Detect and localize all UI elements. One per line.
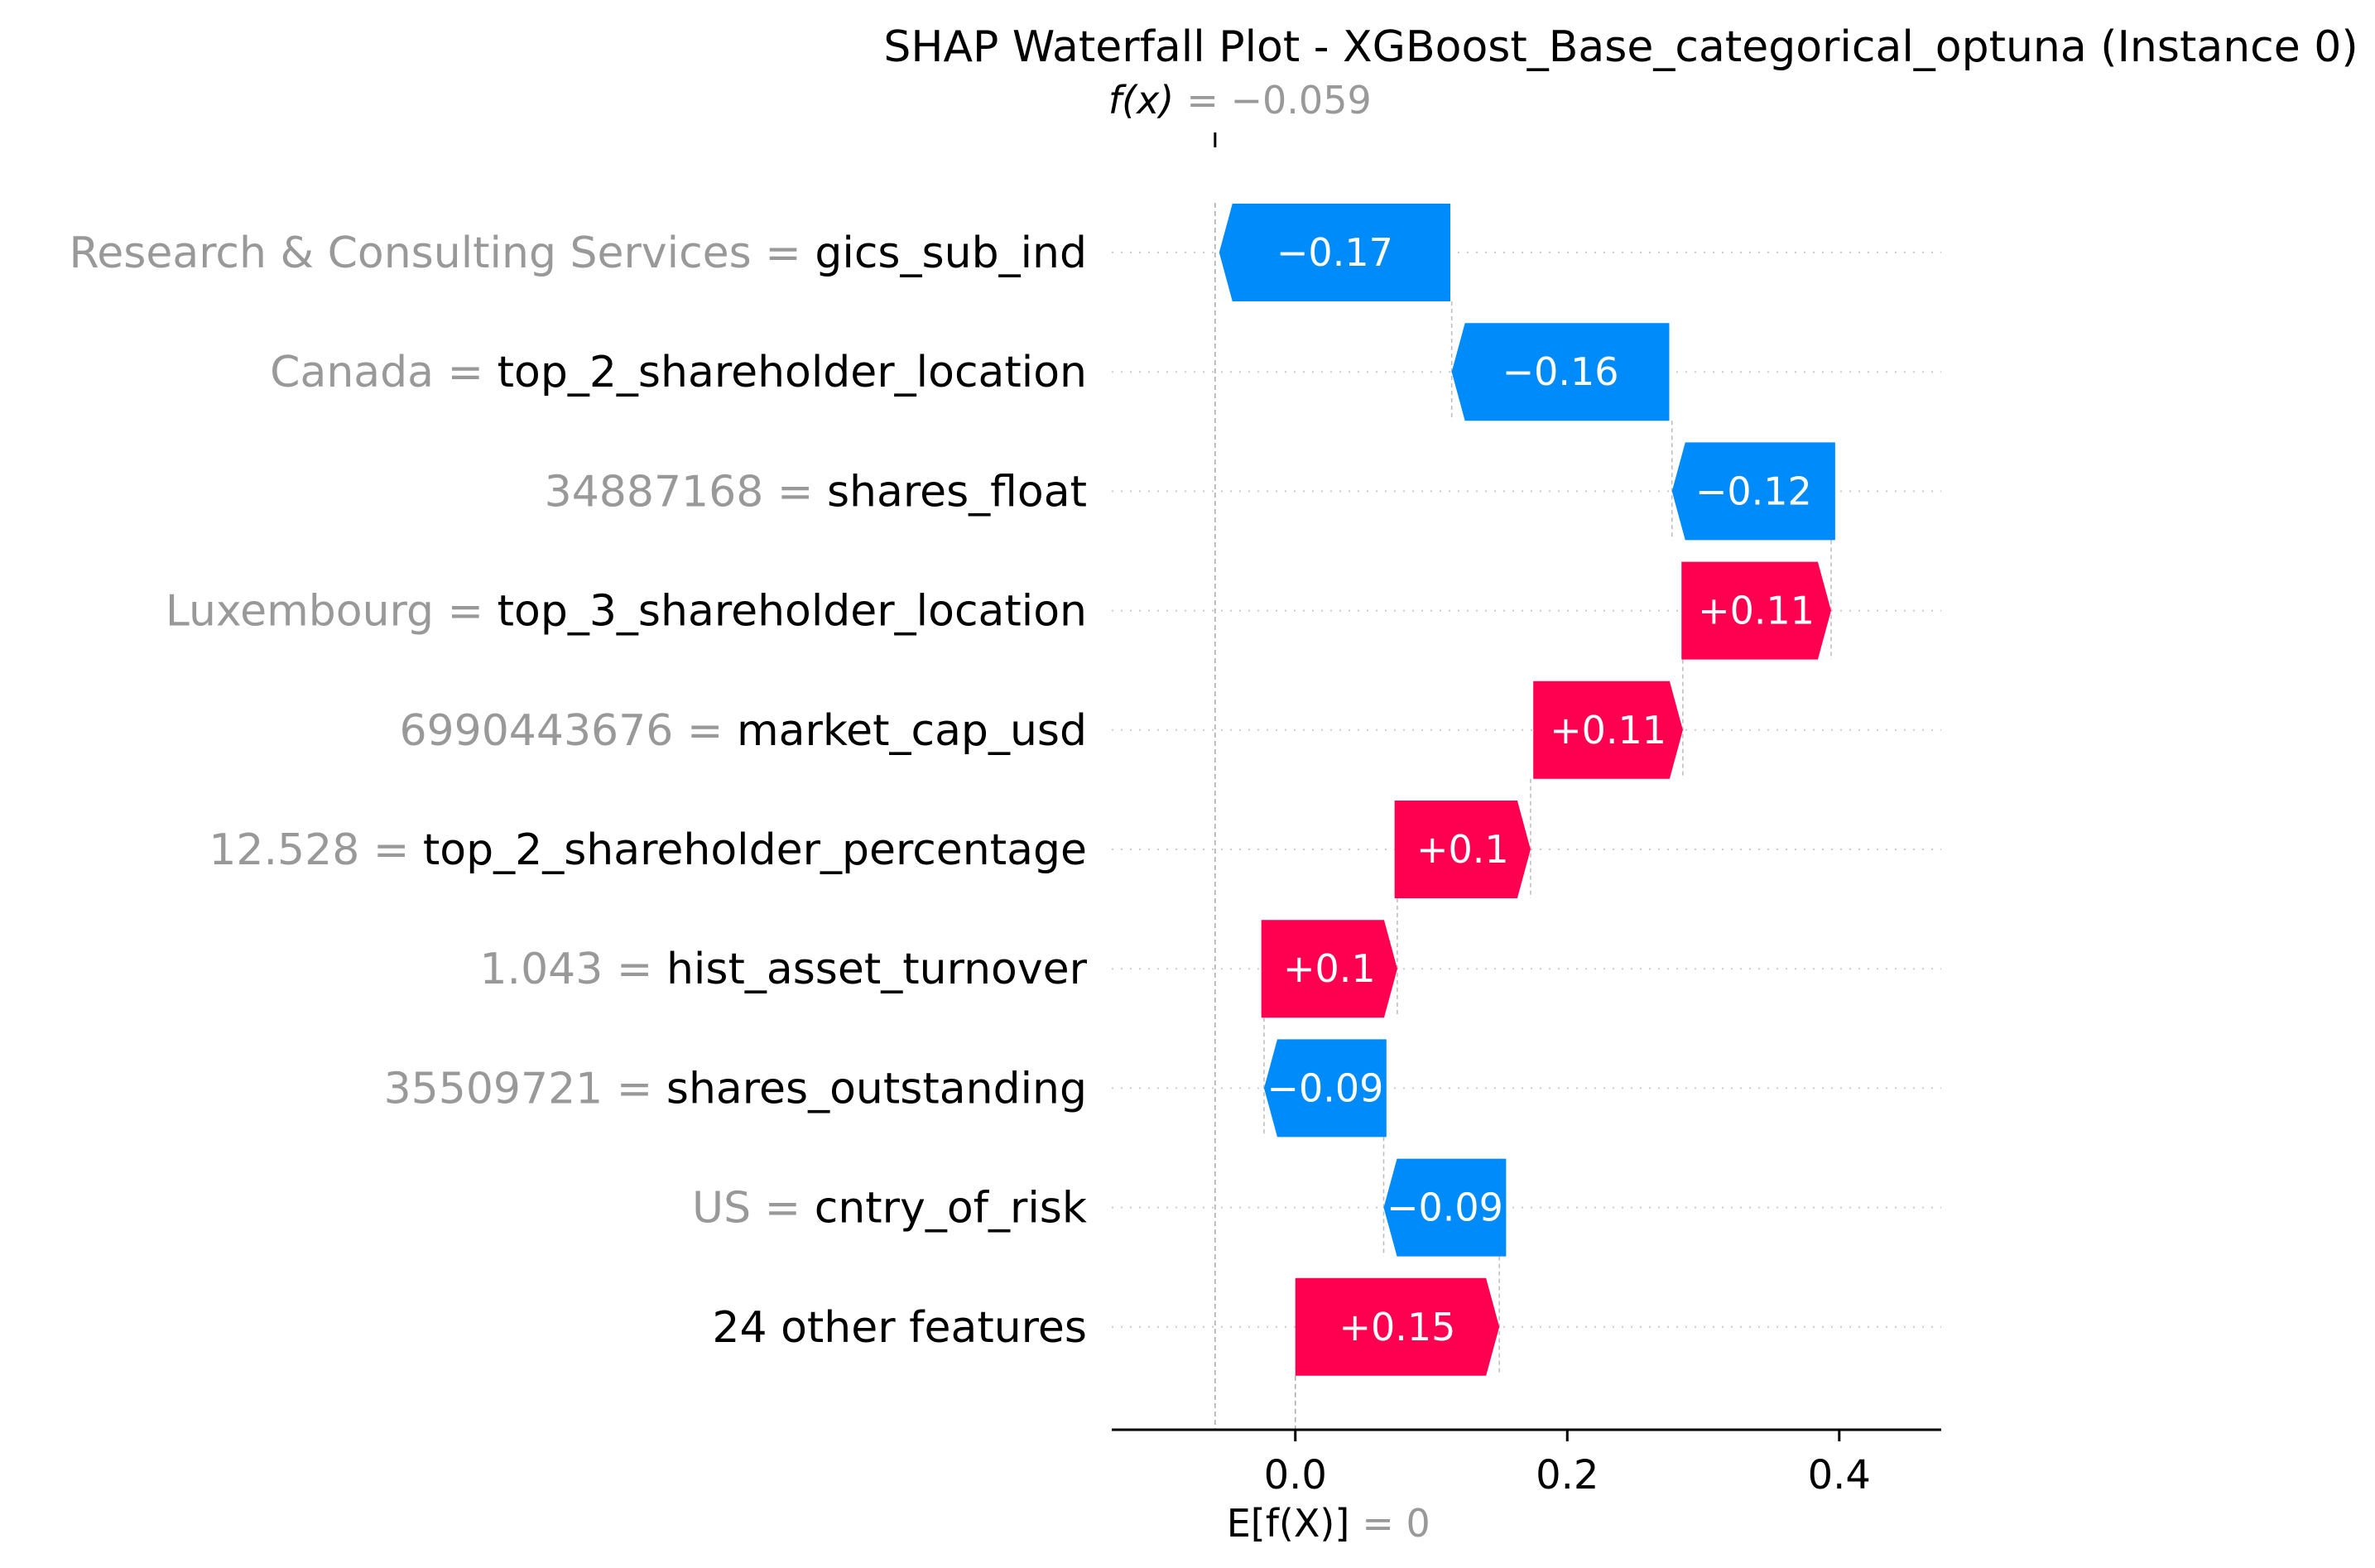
chart-title: SHAP Waterfall Plot - XGBoost_Base_categ… — [883, 22, 2358, 72]
feature-label: 1.043 = hist_asset_turnover — [479, 945, 1087, 994]
fx-label: f(x) — [1108, 78, 1174, 123]
waterfall-bar — [1671, 442, 1835, 541]
waterfall-bar — [1261, 920, 1397, 1018]
x-tick-label: 0.0 — [1264, 1452, 1327, 1498]
feature-name: gics_sub_ind — [815, 228, 1087, 278]
fx-value: = −0.059 — [1186, 78, 1371, 123]
svg-text:f(x) = −0.059: f(x) = −0.059 — [1108, 78, 1372, 123]
feature-label: 35509721 = shares_outstanding — [384, 1064, 1087, 1113]
svg-text:E[f(X)] = 0: E[f(X)] = 0 — [1227, 1501, 1430, 1546]
feature-labels: Research & Consulting Services = gics_su… — [69, 228, 1087, 1353]
feature-name: market_cap_usd — [737, 706, 1087, 756]
feature-name: shares_outstanding — [666, 1064, 1087, 1113]
feature-name: top_2_shareholder_percentage — [423, 825, 1087, 875]
feature-label: Research & Consulting Services = gics_su… — [69, 228, 1087, 278]
feature-name: shares_float — [827, 467, 1087, 517]
feature-value: Luxembourg = — [166, 587, 498, 637]
x-tick-label: 0.2 — [1536, 1452, 1599, 1498]
bar-value-label: +0.11 — [1550, 708, 1666, 753]
feature-value: 34887168 = — [545, 467, 827, 517]
waterfall-bar — [1263, 1039, 1387, 1138]
bar-value-label: +0.15 — [1339, 1305, 1455, 1349]
feature-value: US = — [692, 1184, 815, 1234]
bar-value-label: −0.16 — [1502, 349, 1619, 394]
bar-value-label: −0.09 — [1267, 1065, 1383, 1110]
waterfall-bar — [1394, 801, 1531, 898]
feature-value: 12.528 = — [209, 825, 423, 875]
fx-annotation: f(x) = −0.059 — [1108, 78, 1372, 123]
feature-label: 6990443676 = market_cap_usd — [399, 706, 1087, 756]
x-axis: 0.0 0.2 0.4 — [1112, 1428, 1941, 1498]
feature-label: Canada = top_2_shareholder_location — [270, 348, 1087, 397]
feature-name: top_3_shareholder_location — [498, 587, 1087, 637]
base-value-label: E[f(X)] — [1227, 1501, 1350, 1546]
bar-value-label: +0.1 — [1416, 827, 1509, 872]
reference-lines — [1214, 132, 1832, 1430]
feature-label: 24 other features — [712, 1303, 1087, 1353]
feature-name: hist_asset_turnover — [666, 945, 1088, 994]
feature-name: cntry_of_risk — [815, 1184, 1087, 1234]
feature-value: Research & Consulting Services = — [69, 228, 815, 278]
feature-value: Canada = — [270, 348, 498, 397]
waterfall-bars: −0.17 −0.16 −0.12 +0.11 +0.11 +0.1 +0.1 −0.09 −0… — [1219, 204, 1835, 1376]
waterfall-bar — [1451, 323, 1670, 421]
bar-value-label: +0.11 — [1698, 589, 1815, 633]
waterfall-bar — [1681, 561, 1831, 660]
x-tick-label: 0.4 — [1808, 1452, 1871, 1498]
feature-label: 12.528 = top_2_shareholder_percentage — [209, 825, 1087, 875]
feature-label: 34887168 = shares_float — [545, 467, 1087, 517]
feature-label: Luxembourg = top_3_shareholder_location — [166, 587, 1087, 637]
bar-value-label: −0.12 — [1695, 469, 1812, 513]
waterfall-bar — [1533, 681, 1683, 779]
feature-label: US = cntry_of_risk — [692, 1184, 1087, 1234]
feature-value: 35509721 = — [384, 1064, 666, 1113]
bar-value-label: −0.17 — [1276, 230, 1393, 275]
feature-name: 24 other features — [712, 1303, 1087, 1353]
waterfall-bar — [1295, 1277, 1500, 1376]
feature-value: 1.043 = — [479, 945, 666, 994]
waterfall-bar — [1383, 1158, 1507, 1257]
bar-value-label: −0.09 — [1387, 1186, 1503, 1230]
base-value: = 0 — [1362, 1501, 1430, 1546]
base-value-annotation: E[f(X)] = 0 — [1227, 1501, 1430, 1546]
feature-value: 6990443676 = — [399, 706, 736, 756]
bar-value-label: +0.1 — [1283, 946, 1376, 991]
feature-name: top_2_shareholder_location — [498, 348, 1087, 397]
waterfall-bar — [1219, 204, 1451, 301]
